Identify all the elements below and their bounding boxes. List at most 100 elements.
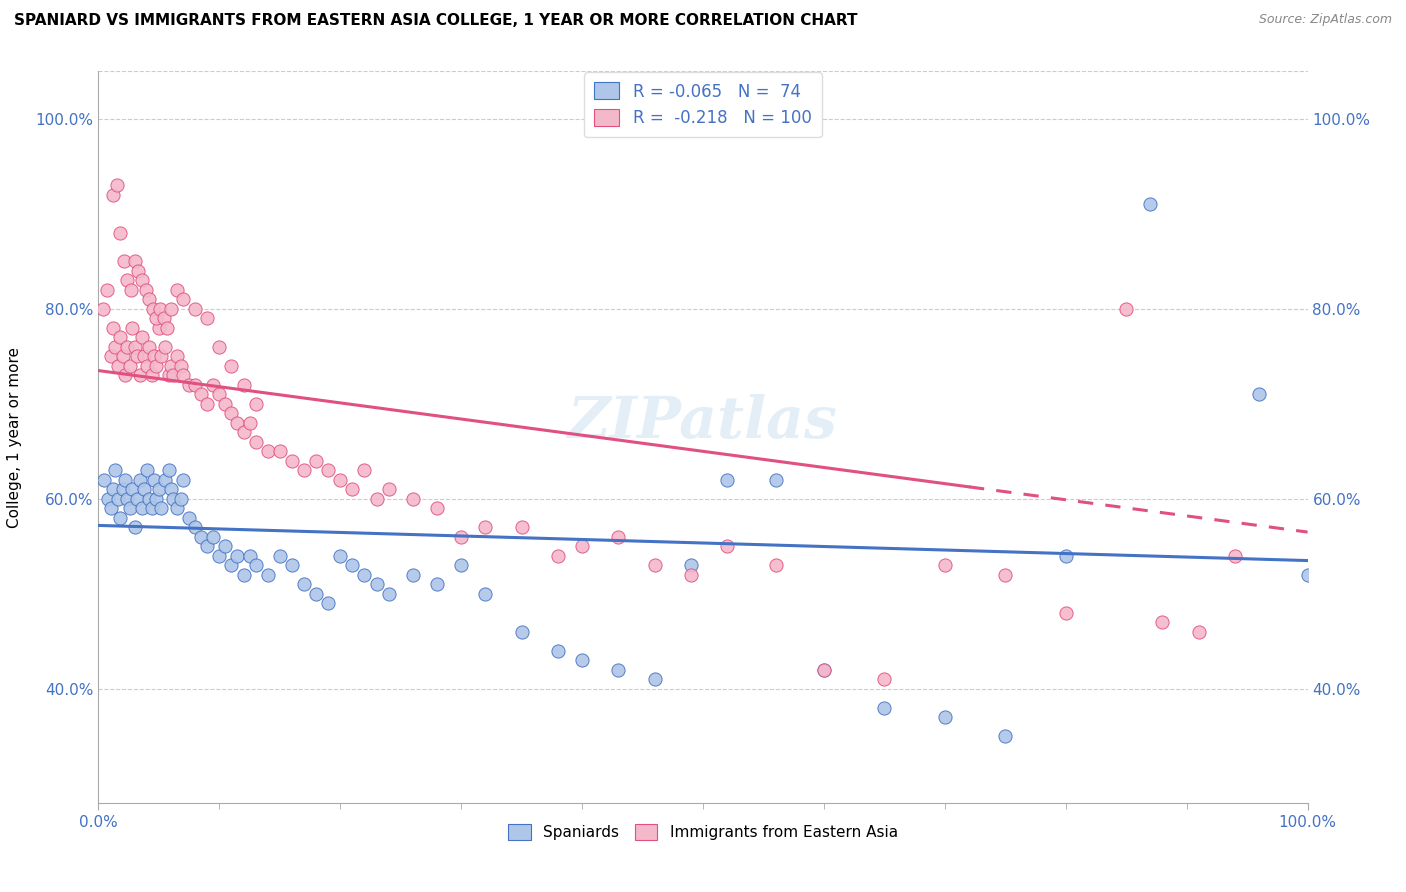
Point xyxy=(232,377,254,392)
Point xyxy=(329,473,352,487)
Point xyxy=(138,340,160,354)
Point xyxy=(101,321,124,335)
Point xyxy=(124,340,146,354)
Point xyxy=(142,301,165,316)
Point xyxy=(127,349,149,363)
Point xyxy=(108,511,131,525)
Point xyxy=(97,491,120,506)
Point xyxy=(644,558,666,573)
Point xyxy=(179,511,201,525)
Point xyxy=(208,340,231,354)
Point xyxy=(221,359,243,373)
Point xyxy=(547,644,569,658)
Point xyxy=(547,549,569,563)
Legend: Spaniards, Immigrants from Eastern Asia: Spaniards, Immigrants from Eastern Asia xyxy=(502,818,904,847)
Point xyxy=(195,397,218,411)
Point xyxy=(145,311,167,326)
Point xyxy=(91,301,114,316)
Point xyxy=(93,473,115,487)
Point xyxy=(100,501,122,516)
Point xyxy=(232,567,254,582)
Point xyxy=(105,178,128,193)
Point xyxy=(190,387,212,401)
Point xyxy=(145,491,167,506)
Point xyxy=(994,567,1017,582)
Point xyxy=(135,463,157,477)
Point xyxy=(179,377,201,392)
Point xyxy=(128,473,150,487)
Point xyxy=(190,530,212,544)
Point xyxy=(1296,567,1319,582)
Point xyxy=(160,359,183,373)
Point xyxy=(245,397,267,411)
Point xyxy=(1115,301,1137,316)
Point xyxy=(221,558,243,573)
Point xyxy=(120,283,142,297)
Point xyxy=(101,483,124,497)
Point xyxy=(172,368,194,383)
Point xyxy=(450,558,472,573)
Point xyxy=(214,539,236,553)
Point xyxy=(202,530,225,544)
Point xyxy=(145,359,167,373)
Point xyxy=(510,624,533,639)
Point xyxy=(152,311,174,326)
Point xyxy=(108,330,131,344)
Point xyxy=(1139,197,1161,211)
Point xyxy=(450,530,472,544)
Point xyxy=(305,454,328,468)
Point xyxy=(184,377,207,392)
Point xyxy=(342,483,364,497)
Point xyxy=(107,491,129,506)
Point xyxy=(118,359,141,373)
Point xyxy=(1223,549,1246,563)
Point xyxy=(184,301,207,316)
Point xyxy=(121,321,143,335)
Point xyxy=(108,226,131,240)
Point xyxy=(127,491,149,506)
Point xyxy=(156,321,179,335)
Point xyxy=(153,473,176,487)
Text: Source: ZipAtlas.com: Source: ZipAtlas.com xyxy=(1258,13,1392,27)
Point xyxy=(118,501,141,516)
Point xyxy=(607,530,630,544)
Point xyxy=(934,710,956,724)
Point xyxy=(131,330,153,344)
Point xyxy=(128,368,150,383)
Point xyxy=(112,254,135,268)
Point xyxy=(160,483,183,497)
Point xyxy=(162,491,184,506)
Point xyxy=(195,539,218,553)
Point xyxy=(329,549,352,563)
Point xyxy=(281,558,304,573)
Point xyxy=(765,558,787,573)
Point xyxy=(607,663,630,677)
Point xyxy=(124,254,146,268)
Point xyxy=(157,463,180,477)
Point xyxy=(232,425,254,440)
Point xyxy=(111,483,134,497)
Point xyxy=(239,549,262,563)
Point xyxy=(143,349,166,363)
Point xyxy=(166,501,188,516)
Point xyxy=(316,463,339,477)
Text: SPANIARD VS IMMIGRANTS FROM EASTERN ASIA COLLEGE, 1 YEAR OR MORE CORRELATION CHA: SPANIARD VS IMMIGRANTS FROM EASTERN ASIA… xyxy=(14,13,858,29)
Point xyxy=(172,473,194,487)
Point xyxy=(353,463,375,477)
Point xyxy=(873,701,896,715)
Point xyxy=(402,491,425,506)
Point xyxy=(184,520,207,534)
Point xyxy=(994,729,1017,743)
Point xyxy=(813,663,835,677)
Point xyxy=(172,293,194,307)
Point xyxy=(1249,387,1271,401)
Point xyxy=(135,359,157,373)
Point xyxy=(269,549,291,563)
Point xyxy=(716,473,738,487)
Point xyxy=(208,549,231,563)
Point xyxy=(114,368,136,383)
Point xyxy=(571,539,593,553)
Point xyxy=(141,501,163,516)
Y-axis label: College, 1 year or more: College, 1 year or more xyxy=(7,347,21,527)
Point xyxy=(169,359,191,373)
